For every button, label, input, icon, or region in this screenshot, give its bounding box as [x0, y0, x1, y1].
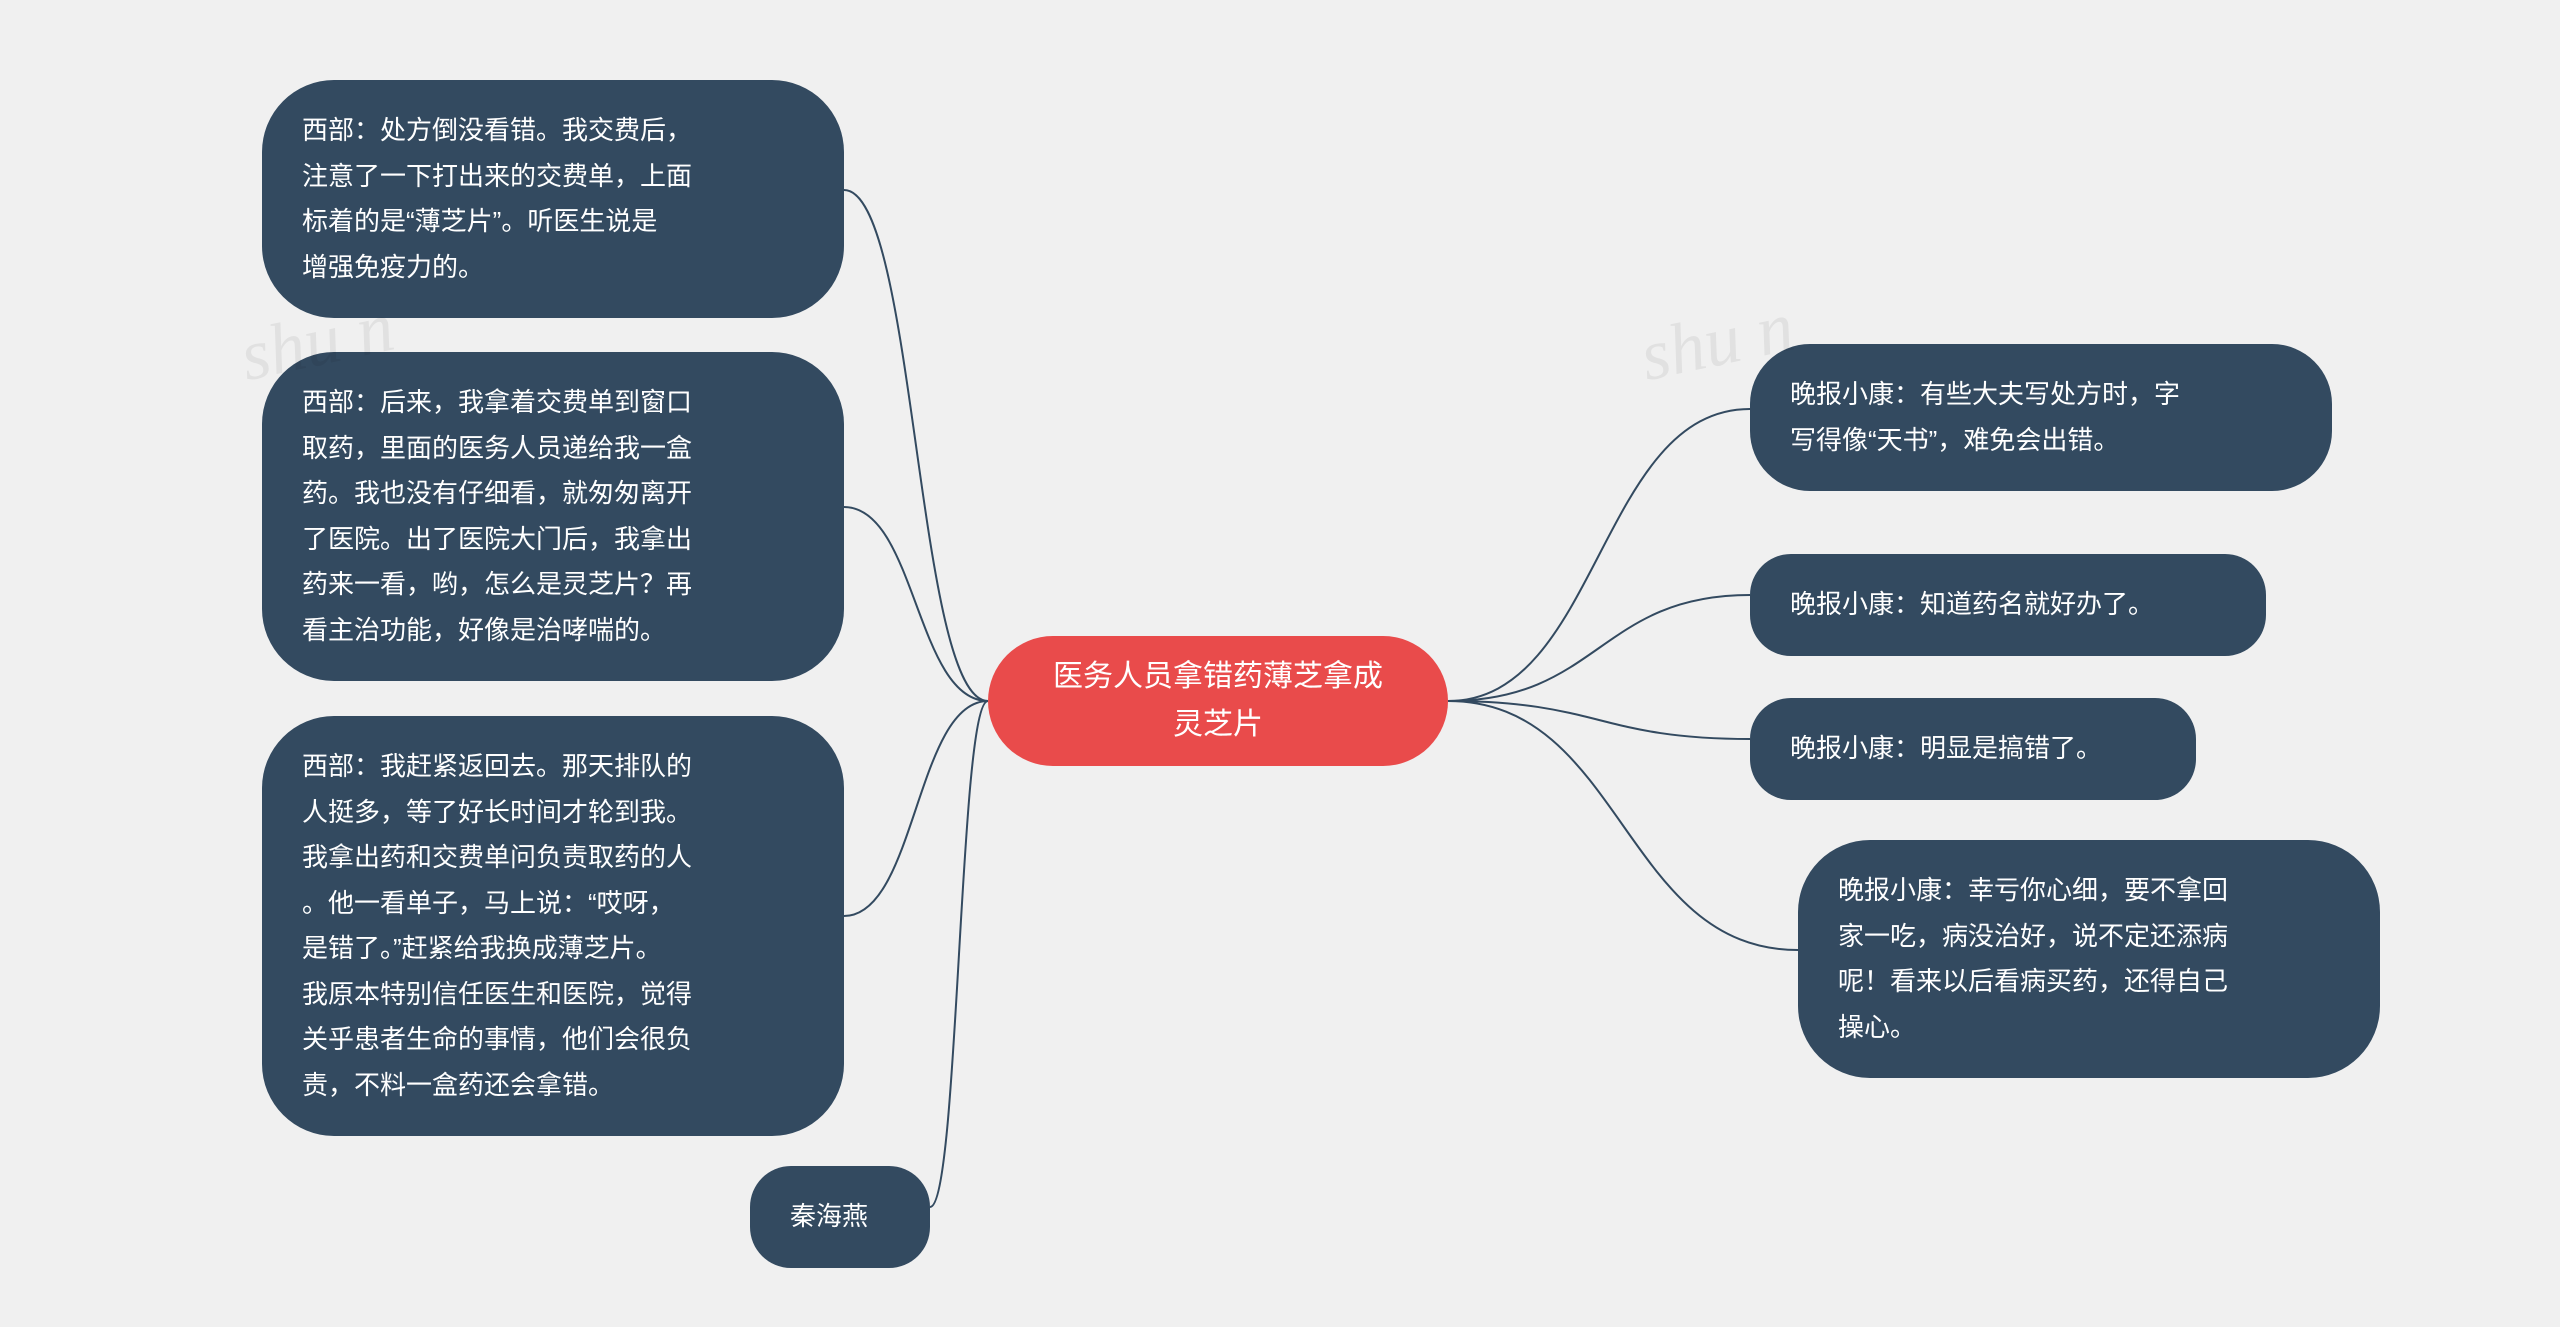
left-node-4: 秦海燕 [750, 1166, 930, 1268]
right-node-3: 晚报小康：明显是搞错了。 [1750, 698, 2196, 800]
left-node-1: 西部：处方倒没看错。我交费后， 注意了一下打出来的交费单，上面 标着的是“薄芝片… [262, 80, 844, 318]
connector [1448, 409, 1750, 701]
connector [844, 190, 988, 701]
right-node-2: 晚报小康：知道药名就好办了。 [1750, 554, 2266, 656]
left-node-4-text: 秦海燕 [790, 1201, 868, 1231]
connector [844, 507, 988, 701]
left-node-1-text: 西部：处方倒没看错。我交费后， 注意了一下打出来的交费单，上面 标着的是“薄芝片… [302, 115, 692, 282]
connector [930, 701, 988, 1207]
right-node-3-text: 晚报小康：明显是搞错了。 [1790, 733, 2102, 763]
right-node-4-text: 晚报小康：幸亏你心细，要不拿回 家一吃，病没治好，说不定还添病 呢！看来以后看病… [1838, 875, 2228, 1042]
center-node: 医务人员拿错药薄芝拿成 灵芝片 [988, 636, 1448, 766]
connector [1448, 701, 1798, 950]
left-node-3-text: 西部：我赶紧返回去。那天排队的 人挺多，等了好长时间才轮到我。 我拿出药和交费单… [302, 751, 692, 1100]
left-node-2: 西部：后来，我拿着交费单到窗口 取药，里面的医务人员递给我一盒 药。我也没有仔细… [262, 352, 844, 681]
right-node-2-text: 晚报小康：知道药名就好办了。 [1790, 589, 2154, 619]
connector [1448, 595, 1750, 701]
left-node-3: 西部：我赶紧返回去。那天排队的 人挺多，等了好长时间才轮到我。 我拿出药和交费单… [262, 716, 844, 1136]
right-node-4: 晚报小康：幸亏你心细，要不拿回 家一吃，病没治好，说不定还添病 呢！看来以后看病… [1798, 840, 2380, 1078]
mindmap-canvas: 医务人员拿错药薄芝拿成 灵芝片 西部：处方倒没看错。我交费后， 注意了一下打出来的… [0, 0, 2560, 1327]
right-node-1-text: 晚报小康：有些大夫写处方时，字 写得像“天书”，难免会出错。 [1790, 379, 2180, 455]
center-node-text: 医务人员拿错药薄芝拿成 灵芝片 [1053, 653, 1383, 749]
connector [1448, 701, 1750, 739]
right-node-1: 晚报小康：有些大夫写处方时，字 写得像“天书”，难免会出错。 [1750, 344, 2332, 491]
left-node-2-text: 西部：后来，我拿着交费单到窗口 取药，里面的医务人员递给我一盒 药。我也没有仔细… [302, 387, 692, 645]
connector [844, 701, 988, 916]
